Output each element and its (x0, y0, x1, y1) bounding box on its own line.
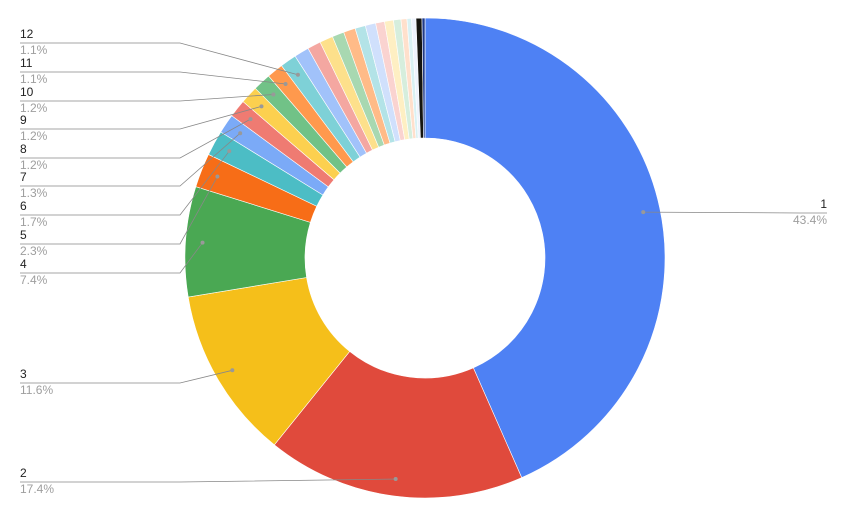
slice-percent: 1.1% (20, 72, 48, 86)
leader-line (20, 105, 262, 130)
slice-percent: 1.7% (20, 215, 48, 229)
slice-percent: 11.6% (20, 383, 53, 397)
slice-name: 6 (20, 199, 27, 213)
leader-dot (248, 117, 253, 122)
slice-percent: 7.4% (20, 273, 48, 287)
slice (273, 350, 523, 499)
leader-dot (295, 72, 300, 77)
leader-dot (215, 174, 220, 179)
leader-dot (393, 477, 398, 482)
leader-dot (641, 210, 646, 215)
slice-name: 1 (820, 197, 827, 211)
leader-line (20, 118, 251, 159)
leader-line (20, 132, 241, 187)
leader-dot (227, 149, 232, 154)
slice-name: 11 (20, 56, 33, 70)
slice-name: 5 (20, 228, 27, 242)
slice-name: 3 (20, 367, 27, 381)
slice-name: 8 (20, 142, 27, 156)
slice-name: 4 (20, 257, 27, 271)
leader-line (20, 478, 396, 483)
slice-name: 10 (20, 85, 34, 99)
slice-name: 2 (20, 466, 27, 480)
slice-percent: 1.2% (20, 129, 48, 143)
slice-percent: 2.3% (20, 244, 48, 258)
leader-dot (230, 368, 235, 373)
slice-percent: 1.2% (20, 158, 48, 172)
leader-line (643, 211, 827, 214)
leader-line (20, 242, 203, 274)
leader-dot (271, 92, 276, 97)
leader-dot (283, 81, 288, 86)
leader-line (20, 150, 230, 216)
slice-percent: 1.3% (20, 186, 48, 200)
slice-percent: 17.4% (20, 482, 54, 496)
slice-name: 7 (20, 170, 27, 184)
leader-line (20, 176, 218, 245)
leader-line (20, 369, 233, 384)
leader-dot (259, 104, 264, 109)
slice-percent: 1.1% (20, 43, 48, 57)
slice (424, 17, 666, 479)
leader-dot (238, 131, 243, 136)
slice-percent: 1.2% (20, 101, 48, 115)
leader-dot (200, 240, 205, 245)
slice-name: 9 (20, 113, 27, 127)
slice-name: 12 (20, 27, 34, 41)
leader-line (20, 94, 274, 102)
slice-percent: 43.4% (793, 213, 827, 227)
leader-line (20, 71, 286, 85)
slice (421, 17, 426, 139)
leader-line (20, 42, 299, 76)
